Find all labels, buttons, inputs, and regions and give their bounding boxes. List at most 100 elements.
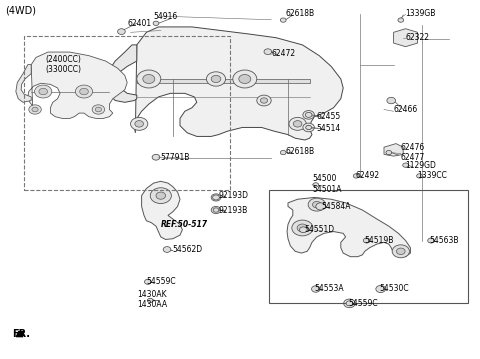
Circle shape	[239, 75, 251, 84]
Text: 54562D: 54562D	[173, 245, 203, 254]
Circle shape	[300, 227, 307, 233]
Circle shape	[163, 247, 171, 252]
Circle shape	[313, 183, 319, 187]
Circle shape	[306, 126, 311, 129]
Circle shape	[153, 21, 159, 25]
Circle shape	[392, 245, 409, 258]
Circle shape	[211, 194, 221, 201]
Circle shape	[80, 88, 88, 95]
Text: 62455: 62455	[317, 112, 341, 121]
Circle shape	[257, 95, 271, 106]
Text: 54553A: 54553A	[314, 284, 344, 294]
Circle shape	[264, 49, 272, 55]
Text: 62472: 62472	[271, 49, 295, 59]
Circle shape	[213, 208, 219, 212]
Text: 62492: 62492	[355, 171, 379, 181]
Polygon shape	[394, 29, 418, 47]
Circle shape	[118, 29, 125, 34]
Circle shape	[143, 75, 155, 84]
Text: 54514: 54514	[317, 123, 341, 133]
Bar	[18, 331, 24, 336]
Circle shape	[233, 70, 257, 88]
Text: 54916: 54916	[154, 12, 178, 22]
Circle shape	[363, 238, 370, 243]
Circle shape	[29, 105, 41, 114]
Circle shape	[316, 203, 325, 210]
Circle shape	[292, 220, 313, 236]
Text: (2400CC)
(3300CC): (2400CC) (3300CC)	[46, 55, 82, 74]
Circle shape	[344, 299, 355, 308]
Circle shape	[306, 113, 311, 117]
Circle shape	[152, 154, 160, 160]
Text: 1129GD: 1129GD	[406, 161, 436, 171]
Circle shape	[135, 121, 144, 127]
Text: 92193D: 92193D	[218, 191, 249, 200]
Circle shape	[387, 97, 396, 104]
Text: 54519B: 54519B	[365, 236, 394, 245]
Circle shape	[35, 85, 52, 98]
Text: 1339GB: 1339GB	[406, 9, 436, 18]
Circle shape	[95, 107, 102, 112]
Text: 54563B: 54563B	[430, 236, 459, 245]
Circle shape	[150, 188, 171, 204]
Text: 62618B: 62618B	[286, 9, 315, 18]
Polygon shape	[28, 52, 127, 118]
Circle shape	[396, 248, 405, 255]
Circle shape	[346, 301, 353, 306]
Text: 62618B: 62618B	[286, 147, 315, 156]
Text: 92193B: 92193B	[218, 205, 248, 215]
Text: FR.: FR.	[12, 329, 30, 339]
Circle shape	[303, 111, 314, 119]
Circle shape	[353, 174, 359, 178]
Circle shape	[305, 112, 312, 117]
Text: (4WD): (4WD)	[5, 6, 36, 16]
Circle shape	[417, 174, 422, 178]
Circle shape	[131, 117, 148, 130]
Circle shape	[306, 125, 312, 130]
Bar	[24, 36, 230, 190]
Circle shape	[289, 117, 306, 130]
Circle shape	[137, 70, 161, 88]
Circle shape	[211, 206, 221, 214]
Text: 62476
62477: 62476 62477	[401, 143, 425, 162]
Text: 1339CC: 1339CC	[418, 171, 447, 181]
Circle shape	[147, 298, 153, 303]
Text: 54559C: 54559C	[348, 299, 378, 308]
Polygon shape	[142, 181, 182, 239]
Circle shape	[280, 150, 286, 155]
Circle shape	[428, 238, 434, 243]
Polygon shape	[134, 27, 343, 140]
Text: 54500
54501A: 54500 54501A	[312, 174, 341, 194]
Circle shape	[144, 279, 151, 284]
Text: REF.50-517: REF.50-517	[161, 220, 208, 229]
Circle shape	[386, 150, 392, 155]
Circle shape	[92, 105, 105, 114]
Circle shape	[280, 18, 286, 22]
Circle shape	[211, 75, 221, 83]
Text: 54559C: 54559C	[146, 277, 176, 286]
Circle shape	[347, 302, 352, 305]
Circle shape	[398, 18, 404, 22]
Text: 62322: 62322	[406, 33, 430, 42]
Circle shape	[156, 192, 166, 199]
Circle shape	[308, 198, 325, 211]
Text: 54530C: 54530C	[379, 284, 409, 294]
Circle shape	[403, 163, 408, 167]
Text: 54584A: 54584A	[322, 202, 351, 211]
Bar	[269, 190, 468, 303]
Polygon shape	[287, 197, 410, 257]
Polygon shape	[384, 144, 403, 156]
Circle shape	[376, 285, 385, 293]
Polygon shape	[137, 79, 310, 83]
Text: 54551D: 54551D	[305, 225, 335, 234]
Circle shape	[303, 123, 314, 132]
Circle shape	[32, 107, 38, 112]
Circle shape	[312, 286, 320, 292]
Circle shape	[297, 224, 308, 232]
Circle shape	[206, 72, 226, 86]
Text: 1430AK
1430AA: 1430AK 1430AA	[137, 290, 167, 309]
Circle shape	[260, 98, 268, 103]
Circle shape	[75, 85, 93, 98]
Circle shape	[213, 195, 219, 200]
Text: 62401: 62401	[127, 19, 151, 28]
